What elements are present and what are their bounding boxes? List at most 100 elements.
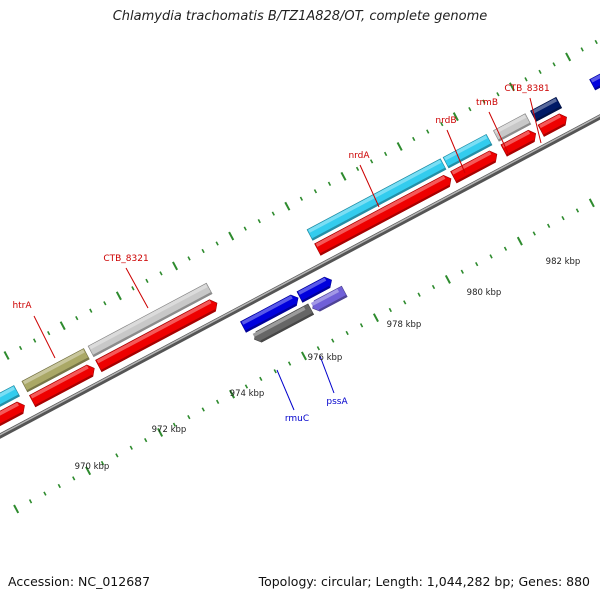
gene-lower-blue-1 — [240, 294, 299, 333]
tick-mark — [159, 271, 163, 276]
tick-mark — [340, 171, 347, 181]
tick-mark — [3, 351, 10, 360]
label-leader — [488, 111, 510, 156]
tick-mark — [215, 241, 219, 246]
label-leader — [276, 369, 295, 411]
gene-upper-6 — [530, 96, 563, 122]
tick-mark — [538, 69, 542, 74]
gene-upper-7 — [589, 73, 600, 91]
tick-mark — [516, 236, 523, 246]
kbp-label: 970 kbp — [75, 462, 110, 472]
tick-mark — [215, 399, 220, 404]
label-leader — [319, 355, 335, 394]
tick-mark — [426, 129, 430, 134]
cds-upper-4 — [450, 150, 498, 184]
gene-label: CTB_8321 — [103, 254, 148, 264]
tick-mark — [145, 278, 149, 283]
tick-mark — [229, 389, 236, 399]
gene-label: rmuC — [285, 414, 309, 424]
tick-mark — [72, 476, 76, 481]
tick-mark — [172, 261, 179, 271]
tick-mark — [565, 52, 572, 62]
tick-mark — [383, 151, 388, 157]
map-title: Chlamydia trachomatis B/TZ1A828/OT, comp… — [112, 9, 488, 24]
label-leader — [446, 129, 466, 174]
gene-label: trmB — [476, 98, 498, 108]
tick-mark — [187, 414, 191, 420]
tick-mark — [575, 208, 580, 213]
kbp-label: 976 kbp — [308, 353, 343, 363]
tick-mark — [271, 211, 275, 216]
gene-upper-3 — [306, 158, 447, 241]
tick-marks — [3, 39, 598, 514]
gene-label: nrdA — [348, 151, 370, 161]
tick-mark — [452, 112, 459, 122]
cds-upper-1 — [28, 364, 95, 408]
label-leader — [529, 97, 542, 144]
tick-mark — [299, 196, 304, 201]
kbp-label: 982 kbp — [546, 257, 581, 267]
tick-mark — [75, 316, 79, 321]
tick-mark — [561, 216, 565, 221]
tick-mark — [115, 291, 122, 301]
tick-mark — [187, 256, 191, 261]
tick-mark — [496, 92, 500, 97]
tick-mark — [396, 142, 403, 151]
kbp-label: 978 kbp — [387, 320, 422, 330]
tick-mark — [172, 422, 177, 427]
gene-label: nrdB — [435, 116, 456, 126]
tick-mark — [524, 77, 528, 82]
tick-mark — [33, 338, 37, 343]
tick-mark — [388, 307, 392, 313]
tick-mark — [57, 483, 61, 489]
tick-mark — [475, 261, 479, 267]
tick-mark — [284, 201, 291, 211]
tick-mark — [201, 407, 205, 412]
gene-lower-rmuC — [252, 303, 315, 343]
cds-upper-5 — [500, 129, 537, 157]
tick-mark — [503, 246, 508, 251]
cds-upper-3 — [314, 174, 452, 256]
kbp-label: 974 kbp — [230, 389, 265, 399]
cds-upper-6 — [537, 113, 567, 137]
genome-summary-text: Topology: circular; Length: 1,044,282 bp… — [258, 574, 590, 589]
gene-upper-4 — [442, 133, 493, 169]
tick-mark — [327, 181, 332, 186]
gene-upper-0 — [0, 385, 21, 407]
tick-mark — [85, 466, 92, 476]
gene-upper-2 — [87, 282, 213, 358]
tick-mark — [532, 231, 536, 236]
tick-mark — [18, 345, 23, 351]
tick-mark — [369, 159, 374, 164]
tick-mark — [273, 369, 277, 374]
kbp-label: 972 kbp — [152, 425, 187, 435]
tick-mark — [300, 351, 307, 361]
tick-mark — [13, 504, 20, 514]
tick-mark — [316, 346, 321, 351]
tick-mark — [552, 62, 556, 67]
tick-mark — [482, 99, 486, 104]
tick-mark — [508, 82, 515, 92]
tick-mark — [345, 330, 349, 336]
genome-backbone-highlight — [0, 114, 600, 436]
cds-upper-0 — [0, 401, 25, 427]
tick-mark — [28, 499, 33, 504]
tick-mark — [59, 321, 66, 331]
gene-lower-pssA — [310, 285, 348, 312]
tick-mark — [244, 384, 249, 389]
tick-mark — [431, 284, 436, 290]
tick-mark — [157, 427, 164, 437]
tick-mark — [243, 226, 247, 231]
gene-label: CTB_8381 — [504, 84, 549, 94]
gene-upper-5 — [492, 113, 532, 142]
label-leader — [33, 315, 56, 359]
tick-mark — [43, 491, 47, 496]
tick-mark — [460, 269, 464, 274]
tick-mark — [403, 300, 407, 305]
tick-mark — [594, 39, 598, 45]
tick-mark — [129, 445, 133, 450]
tick-mark — [131, 286, 135, 291]
tick-mark — [201, 248, 205, 254]
gene-label: htrA — [12, 301, 32, 311]
tick-mark — [444, 274, 451, 284]
